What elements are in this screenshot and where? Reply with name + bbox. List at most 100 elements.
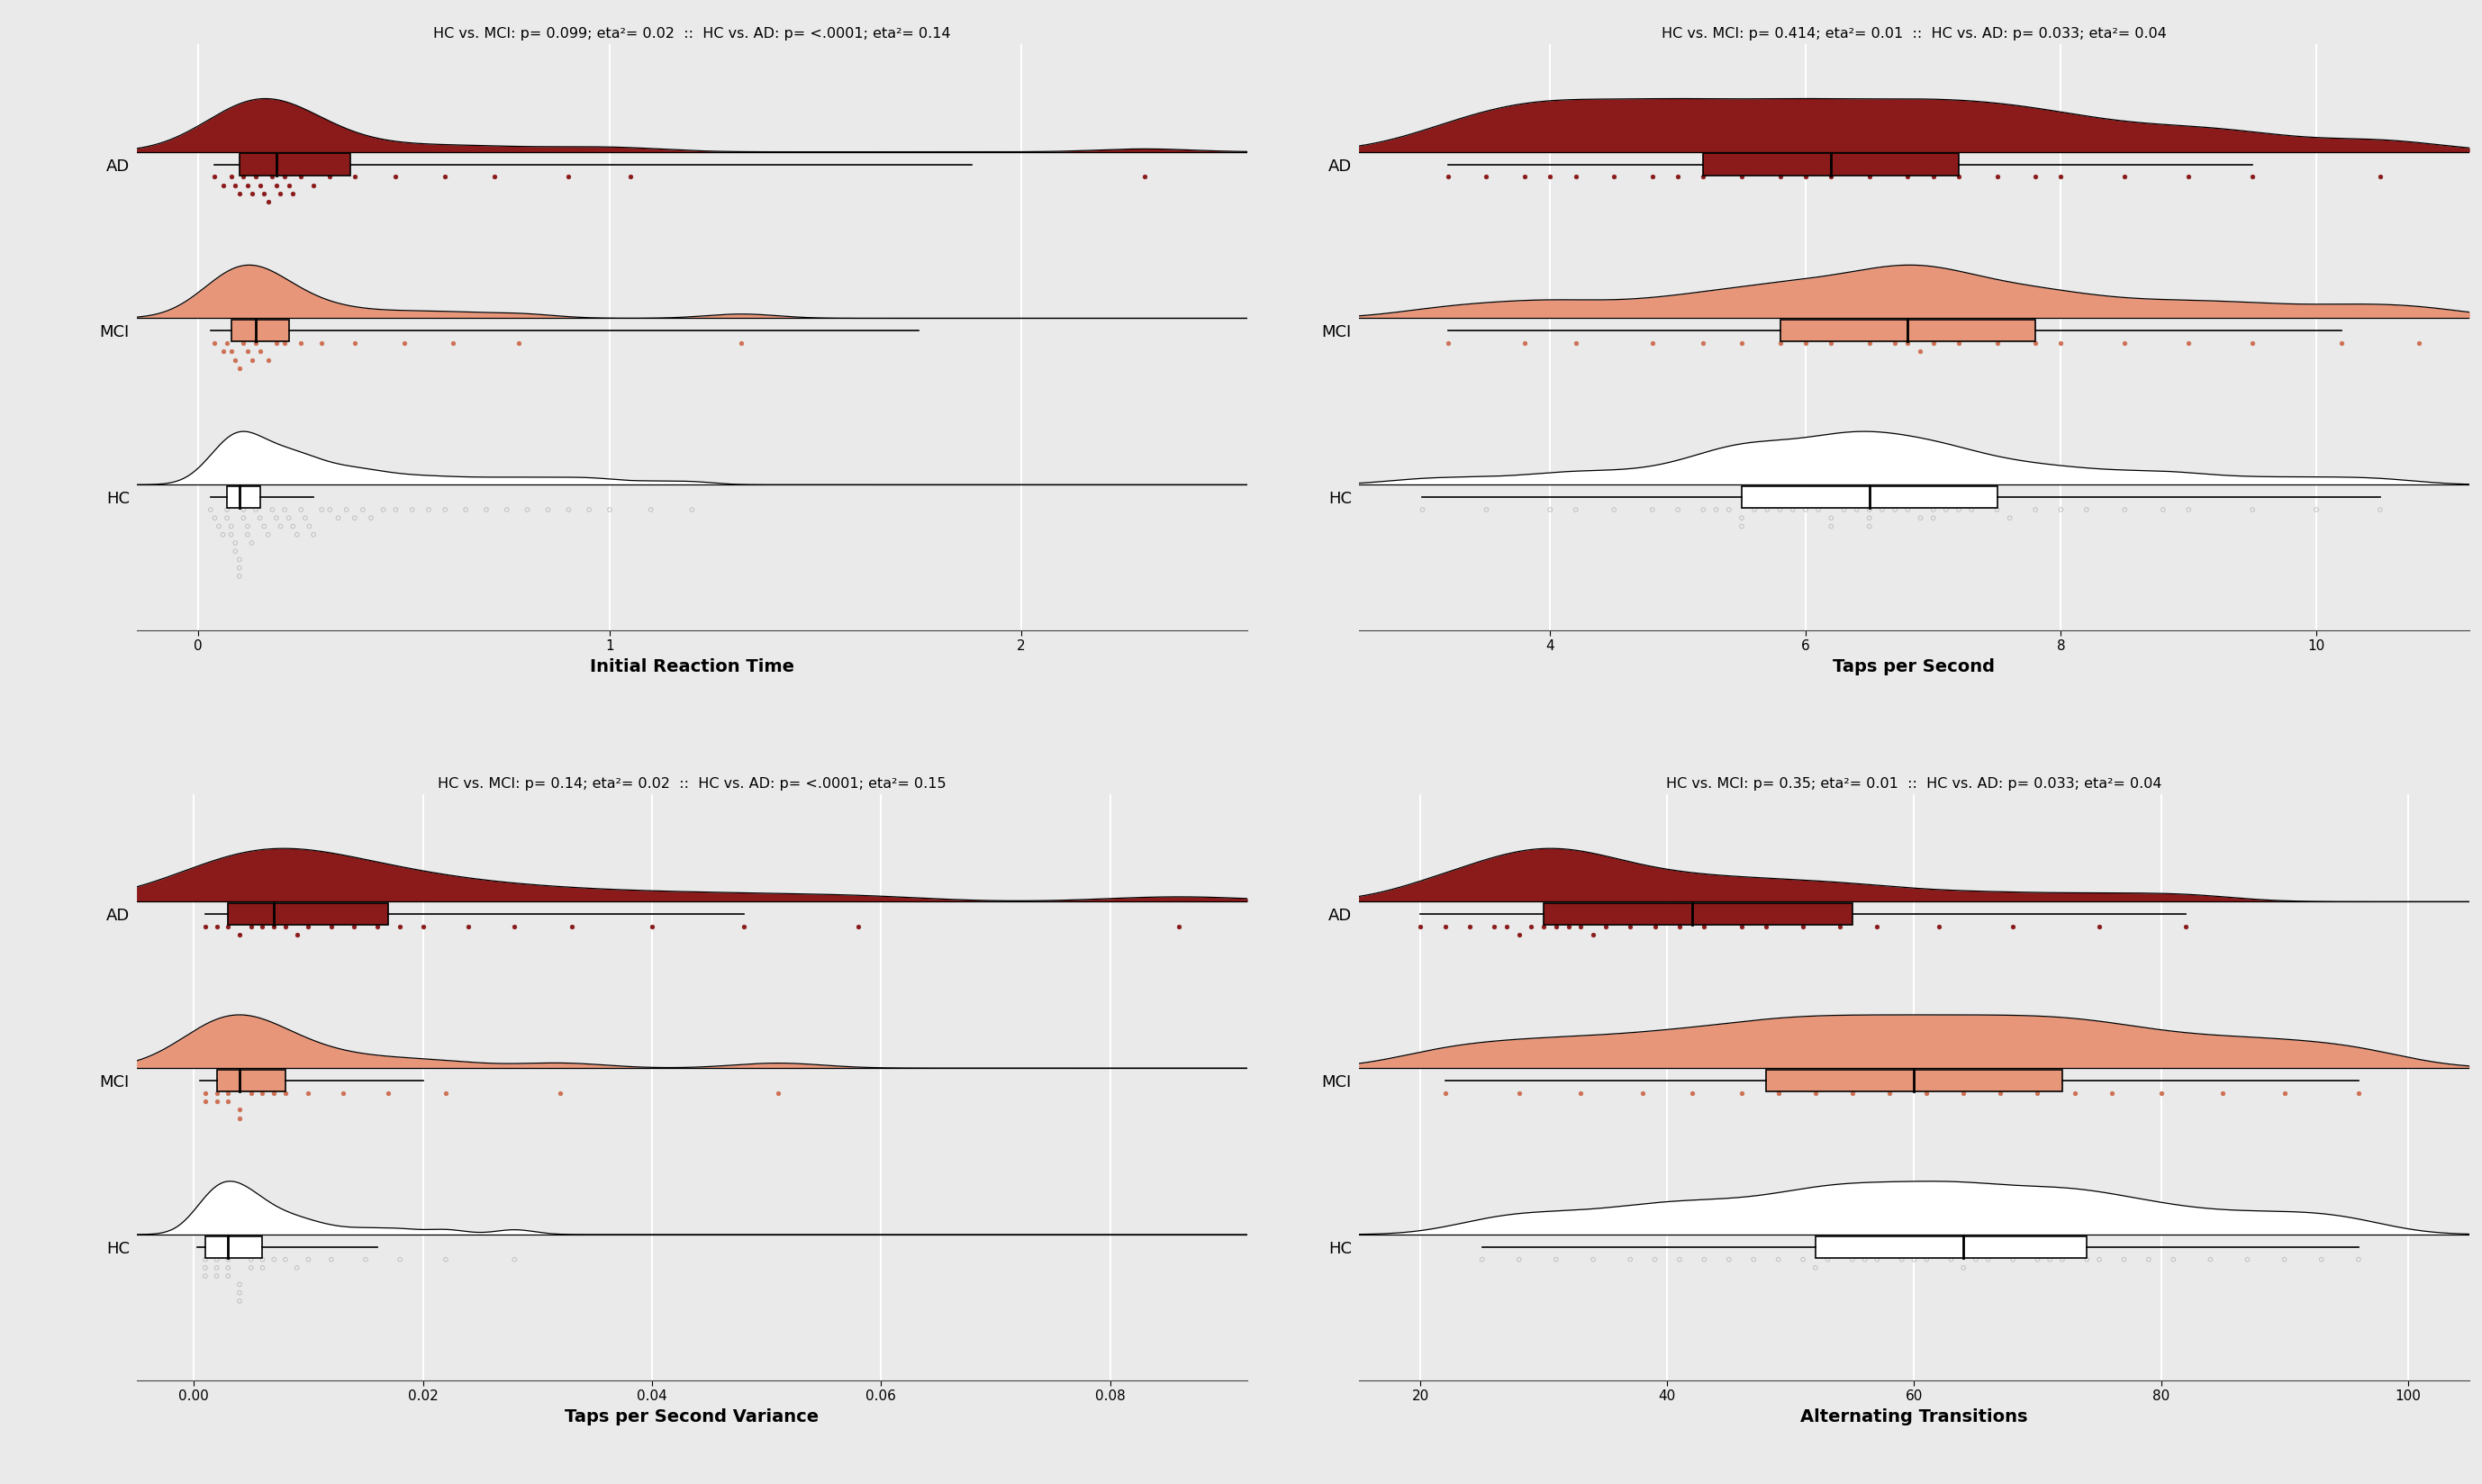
Point [266,1082,305,1106]
Point [1849,165,1889,188]
Point [206,331,246,355]
Point [499,331,539,355]
Point [211,340,251,364]
Point [494,1248,534,1272]
Point [268,174,308,197]
Point [2169,497,2209,521]
Point [467,497,506,521]
Point [1723,914,1762,938]
Point [1993,914,2033,938]
Point [2018,1082,2058,1106]
Point [1978,331,2018,355]
Point [216,531,256,555]
Point [1938,165,1978,188]
Point [266,497,305,521]
Point [1889,497,1929,521]
Title: HC vs. MCI: p= 0.414; eta²= 0.01  ::  HC vs. AD: p= 0.033; eta²= 0.04: HC vs. MCI: p= 0.414; eta²= 0.01 :: HC v… [1660,28,2167,42]
Point [248,349,288,372]
Point [186,1082,226,1106]
Point [196,914,236,938]
Point [216,174,256,197]
Point [253,497,293,521]
Point [1844,1248,1884,1272]
Point [1812,331,1852,355]
Point [380,1248,419,1272]
Point [1658,165,1698,188]
Bar [1767,1070,2063,1091]
Point [1757,1082,1797,1106]
Point [1901,506,1941,530]
Point [1849,331,1889,355]
Point [1849,515,1889,539]
Point [208,1082,248,1106]
Point [549,497,588,521]
Point [541,1082,581,1106]
Point [1981,1082,2020,1106]
Point [1956,1248,1996,1272]
Point [1914,506,1953,530]
Point [1869,1082,1909,1106]
Point [1512,914,1551,938]
Point [591,497,630,521]
Point [1487,914,1526,938]
Point [1757,1248,1797,1272]
Point [218,356,258,380]
Point [221,1281,261,1304]
Point [253,1082,293,1106]
Point [1914,331,1953,355]
Point [266,1248,305,1272]
Point [2169,331,2209,355]
Point [1467,497,1507,521]
Point [1919,914,1958,938]
Point [253,1248,293,1272]
Point [1874,331,1914,355]
Point [196,1255,236,1279]
Point [1889,331,1929,355]
Point [186,1089,226,1113]
Point [310,497,350,521]
Point [1901,340,1941,364]
Point [2301,1248,2341,1272]
Point [310,165,350,188]
Point [1760,497,1799,521]
Point [221,1106,261,1129]
Point [375,165,414,188]
Point [228,340,268,364]
Point [221,1098,261,1122]
Point [385,331,424,355]
Point [318,506,357,530]
Point [1633,165,1673,188]
Point [549,165,588,188]
Point [278,522,318,546]
Point [243,1082,283,1106]
Point [1747,497,1787,521]
Point [2360,497,2400,521]
Title: HC vs. MCI: p= 0.14; eta²= 0.02  ::  HC vs. AD: p= <.0001; eta²= 0.15: HC vs. MCI: p= 0.14; eta²= 0.02 :: HC vs… [437,778,946,791]
Point [278,923,318,947]
Point [290,515,330,539]
Point [506,497,546,521]
Point [2015,165,2055,188]
Bar [238,153,350,175]
Point [223,331,263,355]
Point [2015,497,2055,521]
Point [1938,331,1978,355]
Point [839,914,879,938]
Bar [206,1236,263,1258]
Point [186,914,226,938]
Point [218,548,258,571]
Point [1968,1248,2008,1272]
Point [241,340,280,364]
Point [1951,497,1991,521]
Bar [228,904,390,925]
Point [310,914,350,938]
Point [186,1248,226,1272]
Point [1524,914,1564,938]
Point [2204,1082,2244,1106]
Point [241,506,280,530]
Point [196,1082,236,1106]
Point [474,165,514,188]
Point [221,1290,261,1313]
Point [2142,1082,2182,1106]
Point [1531,165,1571,188]
